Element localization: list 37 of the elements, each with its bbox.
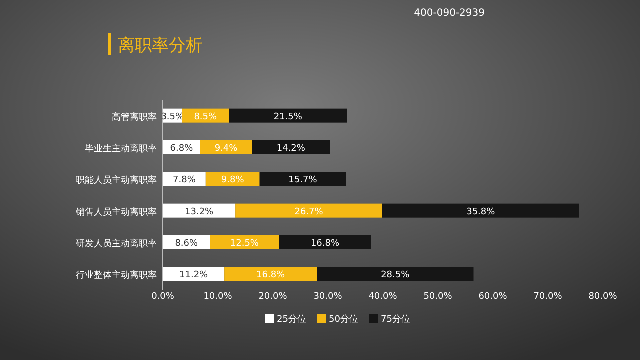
y-tick-label: 研发人员主动离职率 [76, 238, 157, 250]
data-label: 9.8% [221, 176, 245, 186]
x-tick-label: 40.0% [368, 292, 398, 302]
x-tick-label: 30.0% [314, 292, 343, 302]
legend-label: 50分位 [329, 314, 358, 325]
data-label: 16.8% [256, 270, 286, 281]
data-label: 9.4% [214, 144, 238, 154]
data-label: 15.7% [288, 176, 318, 186]
data-label: 35.8% [466, 207, 496, 218]
y-tick-label: 毕业生主动离职率 [85, 144, 157, 154]
x-tick-label: 60.0% [478, 292, 508, 302]
data-label: 14.2% [276, 144, 306, 154]
x-tick-label: 10.0% [204, 292, 233, 302]
x-tick-label: 70.0% [534, 292, 563, 302]
data-label: 28.5% [381, 270, 410, 281]
text: 400-090-2939 [414, 8, 485, 19]
data-label: 13.2% [185, 207, 214, 218]
x-tick-label: 20.0% [258, 292, 288, 302]
legend-label: 25分位 [277, 314, 306, 325]
x-tick-label: 50.0% [424, 292, 453, 302]
y-tick-label: 行业整体主动离职率 [76, 270, 157, 282]
y-tick-label: 职能人员主动离职率 [76, 175, 157, 186]
data-label: 8.6% [175, 239, 199, 249]
data-label: 21.5% [274, 112, 303, 122]
data-label: 26.7% [294, 207, 324, 218]
data-label: 7.8% [173, 176, 196, 186]
x-tick-label: 0.0% [152, 292, 175, 302]
data-label: 8.5% [194, 112, 218, 122]
chart-title: 离职率分析 [118, 36, 203, 56]
x-tick-label: 80.0% [588, 292, 618, 302]
data-label: 6.8% [170, 144, 194, 154]
data-label: 11.2% [180, 270, 209, 281]
legend-label: 75分位 [381, 314, 410, 325]
data-label: 12.5% [230, 239, 260, 249]
data-label: 16.8% [310, 239, 340, 249]
y-tick-label: 销售人员主动离职率 [75, 206, 157, 218]
y-tick-label: 高管离职率 [112, 112, 157, 123]
